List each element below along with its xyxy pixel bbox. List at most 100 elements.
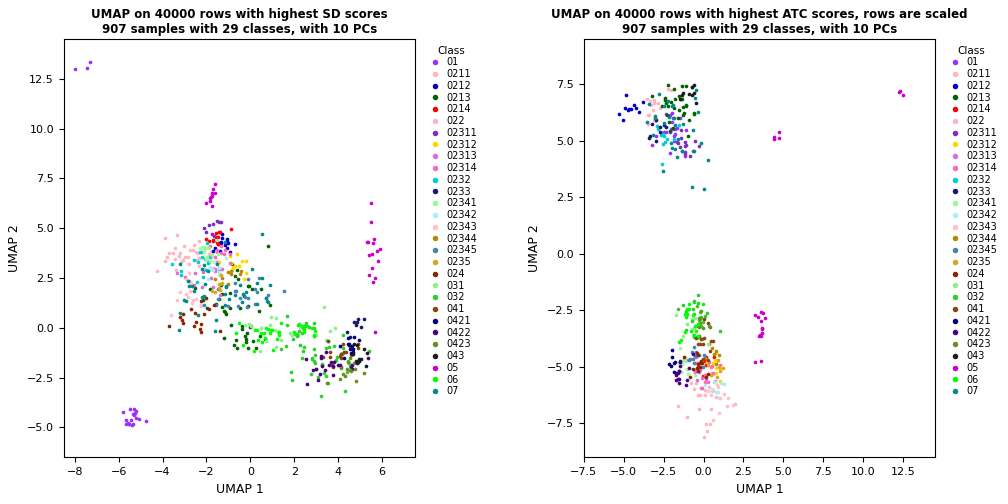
Point [217, 241, 233, 249]
Point [248, 344, 264, 352]
Point [323, 358, 339, 366]
Point [683, 91, 700, 99]
Point [747, 311, 763, 320]
Point [370, 257, 386, 265]
Point [701, 370, 717, 378]
Point [687, 99, 704, 107]
Point [687, 366, 704, 374]
Point [257, 335, 273, 343]
Point [207, 275, 223, 283]
Point [222, 304, 238, 312]
Point [296, 328, 312, 336]
Point [207, 327, 223, 335]
Point [223, 270, 239, 278]
Point [721, 394, 737, 402]
Point [202, 242, 218, 250]
Point [275, 287, 291, 295]
Point [157, 258, 173, 266]
Point [211, 294, 227, 302]
Point [229, 249, 245, 258]
Point [342, 358, 358, 366]
Point [327, 324, 343, 332]
Point [366, 234, 382, 242]
Point [697, 391, 713, 399]
Point [677, 148, 694, 156]
Point [172, 312, 188, 321]
Point [258, 325, 274, 333]
Point [695, 373, 711, 382]
Point [704, 371, 720, 379]
Point [691, 313, 708, 322]
Point [196, 261, 212, 269]
Point [703, 337, 719, 345]
Point [205, 247, 221, 255]
Point [692, 366, 709, 374]
Point [170, 326, 186, 334]
Point [617, 104, 633, 112]
Point [685, 359, 702, 367]
Point [668, 369, 684, 377]
Point [686, 333, 703, 341]
Point [678, 320, 695, 328]
Point [678, 102, 695, 110]
Point [683, 327, 700, 335]
Point [185, 287, 202, 295]
Point [657, 128, 673, 136]
Point [202, 198, 218, 206]
Point [695, 335, 711, 343]
Point [196, 248, 212, 257]
X-axis label: UMAP 1: UMAP 1 [736, 483, 783, 495]
Point [213, 238, 229, 246]
Point [656, 119, 672, 127]
Point [181, 287, 198, 295]
X-axis label: UMAP 1: UMAP 1 [216, 483, 263, 495]
Point [704, 385, 720, 393]
Point [302, 370, 319, 379]
Point [670, 135, 686, 143]
Point [671, 92, 687, 100]
Point [673, 95, 689, 103]
Point [290, 331, 306, 339]
Point [700, 361, 716, 369]
Point [689, 322, 706, 330]
Point [246, 347, 262, 355]
Point [292, 341, 308, 349]
Point [755, 308, 771, 317]
Point [273, 336, 289, 344]
Point [291, 320, 307, 328]
Point [211, 239, 227, 247]
Point [222, 253, 238, 261]
Point [238, 338, 254, 346]
Point [690, 360, 707, 368]
Point [663, 117, 679, 125]
Point [346, 358, 362, 366]
Point [681, 364, 698, 372]
Point [713, 365, 729, 373]
Point [670, 375, 686, 383]
Point [656, 129, 672, 137]
Point [213, 227, 229, 235]
Point [193, 244, 209, 252]
Point [673, 126, 689, 134]
Point [201, 243, 217, 251]
Point [684, 364, 701, 372]
Point [663, 125, 679, 134]
Point [199, 239, 215, 247]
Point [681, 152, 698, 160]
Point [688, 353, 705, 361]
Point [369, 247, 385, 256]
Point [210, 246, 226, 255]
Point [359, 349, 375, 357]
Point [648, 116, 664, 124]
Point [691, 364, 708, 372]
Point [328, 356, 344, 364]
Point [187, 284, 204, 292]
Point [688, 334, 705, 342]
Point [172, 309, 188, 318]
Point [696, 372, 712, 380]
Point [367, 328, 383, 336]
Point [344, 367, 360, 375]
Point [333, 363, 349, 371]
Point [324, 361, 340, 369]
Point [309, 373, 326, 382]
